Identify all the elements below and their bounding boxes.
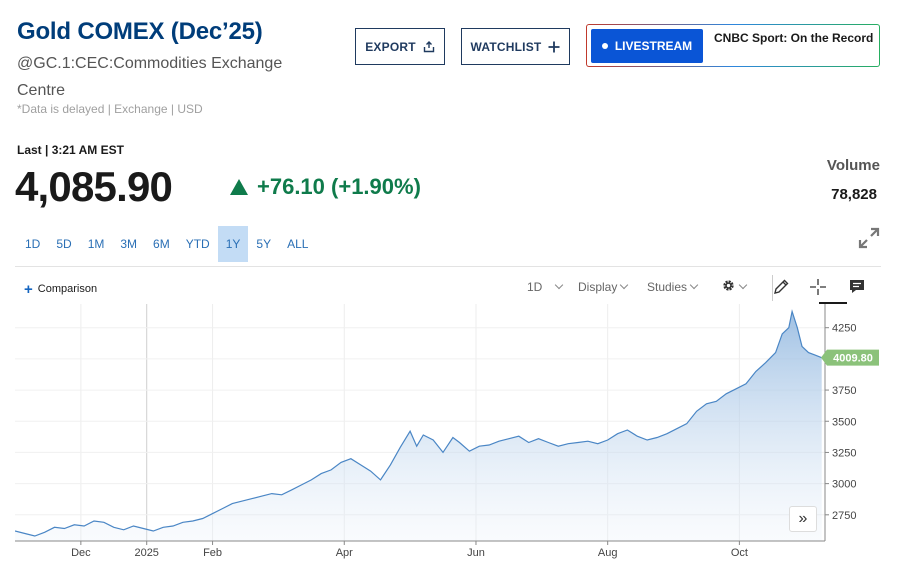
time-range-6m[interactable]: 6M (153, 237, 170, 251)
double-chevron-right-icon: » (798, 510, 808, 527)
time-range-1y[interactable]: 1Y (217, 226, 249, 262)
y-tick-label: 3250 (832, 447, 856, 459)
display-label: Display (578, 280, 618, 294)
x-tick-label: Dec (71, 547, 91, 559)
up-arrow-icon (230, 179, 248, 195)
chevron-down-icon (620, 280, 629, 290)
last-price-tag (821, 349, 879, 366)
time-range-all[interactable]: ALL (287, 237, 309, 251)
volume-value: 78,828 (831, 186, 877, 203)
share-icon (423, 40, 435, 53)
time-range-1m[interactable]: 1M (87, 237, 105, 251)
instrument-symbol: @GC.1:CEC:Commodities Exchange Centre (17, 55, 283, 99)
comparison-button[interactable]: + Comparison (24, 280, 98, 298)
time-range-1d[interactable]: 1D (25, 237, 41, 251)
export-button-label: EXPORT (365, 39, 416, 54)
interval-label: 1D (527, 280, 543, 294)
x-tick-label: Feb (203, 547, 222, 559)
price-area (15, 311, 822, 541)
x-tick-label: 2025 (134, 547, 158, 559)
y-tick-label: 3500 (832, 416, 856, 428)
x-tick-label: Aug (598, 547, 618, 559)
watchlist-button-label: WATCHLIST (470, 39, 542, 54)
time-range-5d[interactable]: 5D (56, 237, 72, 251)
watchlist-button[interactable]: WATCHLIST (461, 28, 570, 65)
time-range-3m[interactable]: 3M (120, 237, 138, 251)
livestream-button[interactable]: LIVESTREAM (591, 29, 703, 63)
livestream-show-title[interactable]: CNBC Sport: On the Record (714, 31, 874, 45)
chart-toolbar: + Comparison 1D Display Studies (15, 266, 881, 304)
y-tick-label: 3000 (832, 479, 856, 491)
last-trade-time: Last | 3:21 AM EST (17, 143, 124, 157)
price-line (15, 309, 822, 537)
chevron-down-icon (689, 280, 699, 290)
comment-icon[interactable] (846, 276, 868, 298)
chevron-down-icon (738, 280, 748, 290)
y-tick-label: 3750 (832, 385, 856, 397)
delayed-data-note: *Data is delayed | Exchange | USD (17, 102, 203, 116)
scroll-to-latest-button[interactable]: » (789, 506, 817, 532)
volume-label: Volume (826, 157, 880, 174)
crosshair-icon[interactable] (807, 276, 829, 298)
draw-pencil-icon[interactable] (770, 276, 792, 298)
x-tick-label: Jun (467, 547, 485, 559)
active-tool-indicator (819, 302, 847, 304)
livestream-promo[interactable]: LIVESTREAM CNBC Sport: On the Record (586, 24, 880, 67)
instrument-title: Gold COMEX (Dec’25) (17, 18, 263, 45)
price-chart[interactable]: 4250400037503500325030002750Dec2025FebAp… (15, 304, 881, 560)
livestream-button-label: LIVESTREAM (614, 39, 693, 53)
x-tick-label: Apr (336, 547, 353, 559)
live-dot-icon (601, 43, 608, 49)
comparison-label: Comparison (37, 283, 98, 295)
expand-icon[interactable] (857, 226, 881, 250)
display-dropdown[interactable]: Display (578, 280, 629, 294)
settings-dropdown[interactable] (721, 278, 748, 296)
plus-icon: + (24, 280, 33, 298)
last-price-tag-label: 4009.80 (833, 353, 873, 365)
time-range-5y[interactable]: 5Y (256, 237, 272, 251)
toolbar-divider (772, 275, 773, 301)
gear-icon (721, 278, 736, 296)
studies-dropdown[interactable]: Studies (647, 280, 699, 294)
studies-label: Studies (647, 280, 688, 294)
interval-dropdown[interactable]: 1D (527, 280, 564, 294)
plus-icon (548, 41, 560, 53)
time-range-selector: 1D 5D 1M 3M 6M YTD 1Y 5Y ALL (17, 226, 316, 262)
last-price: 4,085.90 (15, 163, 173, 210)
y-tick-label: 2750 (832, 510, 856, 522)
price-change: +76.10 (+1.90%) (230, 174, 421, 200)
price-change-value: +76.10 (+1.90%) (257, 174, 421, 199)
x-tick-label: Oct (731, 547, 748, 559)
chevron-down-icon (555, 280, 564, 290)
price-chart-svg[interactable]: 4250400037503500325030002750Dec2025FebAp… (15, 304, 881, 560)
time-range-ytd[interactable]: YTD (185, 237, 210, 251)
export-button[interactable]: EXPORT (355, 28, 445, 65)
y-tick-label: 4250 (832, 323, 856, 335)
